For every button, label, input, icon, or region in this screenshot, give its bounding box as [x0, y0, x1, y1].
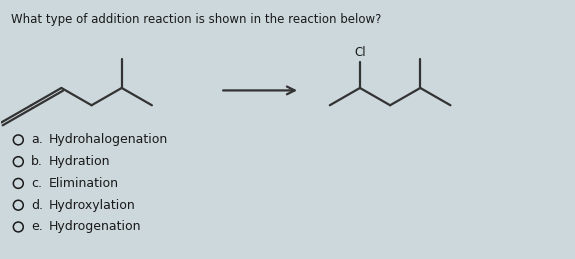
Text: Hydrohalogenation: Hydrohalogenation: [49, 133, 168, 146]
Text: Hydrogenation: Hydrogenation: [49, 220, 141, 233]
Text: Hydroxylation: Hydroxylation: [49, 199, 136, 212]
Text: a.: a.: [31, 133, 43, 146]
Text: e.: e.: [31, 220, 43, 233]
Text: b.: b.: [31, 155, 43, 168]
Text: d.: d.: [31, 199, 43, 212]
Text: Cl: Cl: [354, 46, 366, 59]
Text: Elimination: Elimination: [49, 177, 119, 190]
Text: c.: c.: [31, 177, 42, 190]
Text: Hydration: Hydration: [49, 155, 110, 168]
Text: What type of addition reaction is shown in the reaction below?: What type of addition reaction is shown …: [12, 13, 382, 26]
